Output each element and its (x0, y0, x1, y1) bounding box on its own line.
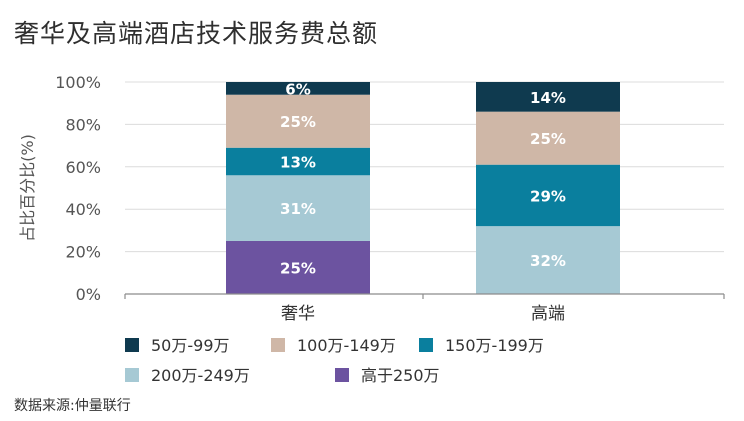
legend-swatch (125, 338, 139, 352)
bar-segment (226, 175, 370, 241)
y-tick-label: 20% (65, 243, 101, 262)
legend-label: 150万-199万 (445, 336, 544, 355)
legend-layer: 50万-99万 100万-149万 150万-199万 200万-249万 高于250万 (125, 336, 544, 385)
legend-swatch (271, 338, 285, 352)
bar-segment-label: 32% (530, 252, 566, 270)
bar-segment (476, 82, 620, 112)
y-tick-label: 100% (55, 73, 101, 92)
x-category-label: 奢华 (281, 304, 315, 324)
bar-segment (226, 147, 370, 176)
bar-segment (476, 164, 620, 227)
axis-layer: 0% 20% 40% 60% 80% 100% 奢华 高端 占比百分比(%) (18, 73, 725, 324)
bars-layer: 25% 31% 13% 25% 6% 32% 29% 25% 14% (226, 80, 620, 294)
bar-segment (226, 82, 370, 95)
x-category-label: 高端 (531, 304, 565, 324)
legend-swatch (419, 338, 433, 352)
bar-segment-label: 14% (530, 89, 566, 107)
bar-segment-label: 31% (280, 200, 316, 218)
legend-label: 高于250万 (361, 366, 440, 385)
bar-segment (226, 241, 370, 294)
legend-label: 200万-249万 (151, 366, 250, 385)
legend-label: 100万-149万 (297, 336, 396, 355)
bar-segment (476, 111, 620, 165)
source-note: 数据来源:仲量联行 (14, 398, 131, 414)
y-tick-label: 0% (76, 285, 101, 304)
legend-label: 50万-99万 (151, 336, 230, 355)
y-axis-label: 占比百分比(%) (18, 134, 37, 242)
bar-segment-label: 6% (285, 80, 310, 98)
bar-segment-label: 13% (280, 154, 316, 172)
grid-layer (125, 81, 724, 253)
chart-title: 奢华及高端酒店技术服务费总额 (14, 19, 379, 48)
legend-swatch (335, 368, 349, 382)
bar-segment-label: 25% (280, 260, 316, 278)
bar-segment-label: 29% (530, 187, 566, 205)
y-tick-label: 40% (65, 200, 101, 219)
bar-segment-label: 25% (280, 113, 316, 131)
y-tick-label: 80% (65, 115, 101, 134)
legend-swatch (125, 368, 139, 382)
bar-segment-label: 25% (530, 130, 566, 148)
y-tick-label: 60% (65, 158, 101, 177)
bar-segment (226, 94, 370, 148)
bar-segment (476, 226, 620, 294)
